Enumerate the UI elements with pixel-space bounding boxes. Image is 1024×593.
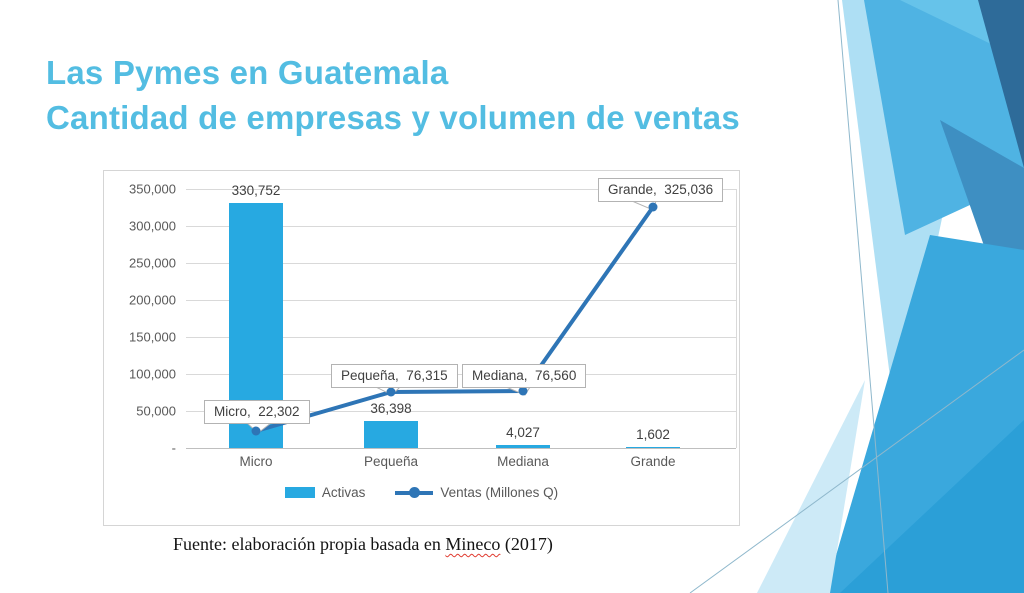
gridline xyxy=(186,226,736,227)
legend-item-activas: Activas xyxy=(284,485,366,500)
title-line-1: Las Pymes en Guatemala xyxy=(46,54,449,91)
bar-value-label: 1,602 xyxy=(636,427,670,442)
legend-label-activas: Activas xyxy=(321,485,366,500)
data-callout-mediana: Mediana, 76,560 xyxy=(462,364,587,388)
line-data-point xyxy=(518,386,528,396)
source-note-flagged-word: Mineco xyxy=(445,534,501,554)
x-category-label: Mediana xyxy=(497,454,549,469)
y-axis-tick-label: 300,000 xyxy=(129,218,176,234)
line-data-point xyxy=(386,387,396,397)
y-axis-tick-label: 200,000 xyxy=(129,292,176,308)
y-axis-tick-label: 150,000 xyxy=(129,329,176,345)
gridline xyxy=(186,448,736,449)
gridline xyxy=(186,411,736,412)
y-axis-tick-label: - xyxy=(171,440,176,456)
x-category-label: Micro xyxy=(239,454,273,469)
chart-legend: Activas Ventas (Millones Q) xyxy=(104,485,739,500)
chart-plot: Activas Ventas (Millones Q) 350,000 300,0… xyxy=(103,170,740,526)
gridline xyxy=(186,337,736,338)
y-axis-tick-label: 50,000 xyxy=(136,403,176,419)
plot-right-border xyxy=(736,189,737,448)
y-axis-tick-label: 100,000 xyxy=(129,366,176,382)
line-series-marker-icon xyxy=(395,486,434,498)
data-callout-micro: Micro, 22,302 xyxy=(204,400,310,424)
legend-label-ventas: Ventas (Millones Q) xyxy=(440,485,559,500)
bar-value-label: 36,398 xyxy=(370,401,412,416)
data-callout-grande: Grande, 325,036 xyxy=(598,178,724,202)
y-axis-tick-label: 250,000 xyxy=(129,255,176,271)
bar-value-label: 330,752 xyxy=(231,183,281,198)
line-data-point xyxy=(648,202,658,212)
source-note-suffix: (2017) xyxy=(500,534,553,554)
bar-grande xyxy=(626,447,680,448)
bar-mediana xyxy=(496,445,550,448)
title-line-2: Cantidad de empresas y volumen de ventas xyxy=(46,99,740,136)
source-note: Fuente: elaboración propia basada en Min… xyxy=(173,534,553,555)
gridline xyxy=(186,300,736,301)
slide-title: Las Pymes en Guatemala Cantidad de empre… xyxy=(46,50,740,140)
line-data-point xyxy=(251,426,261,436)
x-category-label: Grande xyxy=(630,454,676,469)
y-axis-tick-label: 350,000 xyxy=(129,181,176,197)
bar-value-label: 4,027 xyxy=(506,425,540,440)
gridline xyxy=(186,263,736,264)
x-category-label: Pequeña xyxy=(363,454,419,469)
source-note-prefix: Fuente: elaboración propia basada en xyxy=(173,534,446,554)
gridline xyxy=(186,374,736,375)
ventas-line-series xyxy=(245,200,658,436)
data-callout-pequeña: Pequeña, 76,315 xyxy=(331,364,458,388)
legend-item-ventas: Ventas (Millones Q) xyxy=(395,485,558,500)
bar-pequeña xyxy=(364,421,418,448)
gridline xyxy=(186,189,736,190)
bar-series-swatch-icon xyxy=(284,487,315,498)
